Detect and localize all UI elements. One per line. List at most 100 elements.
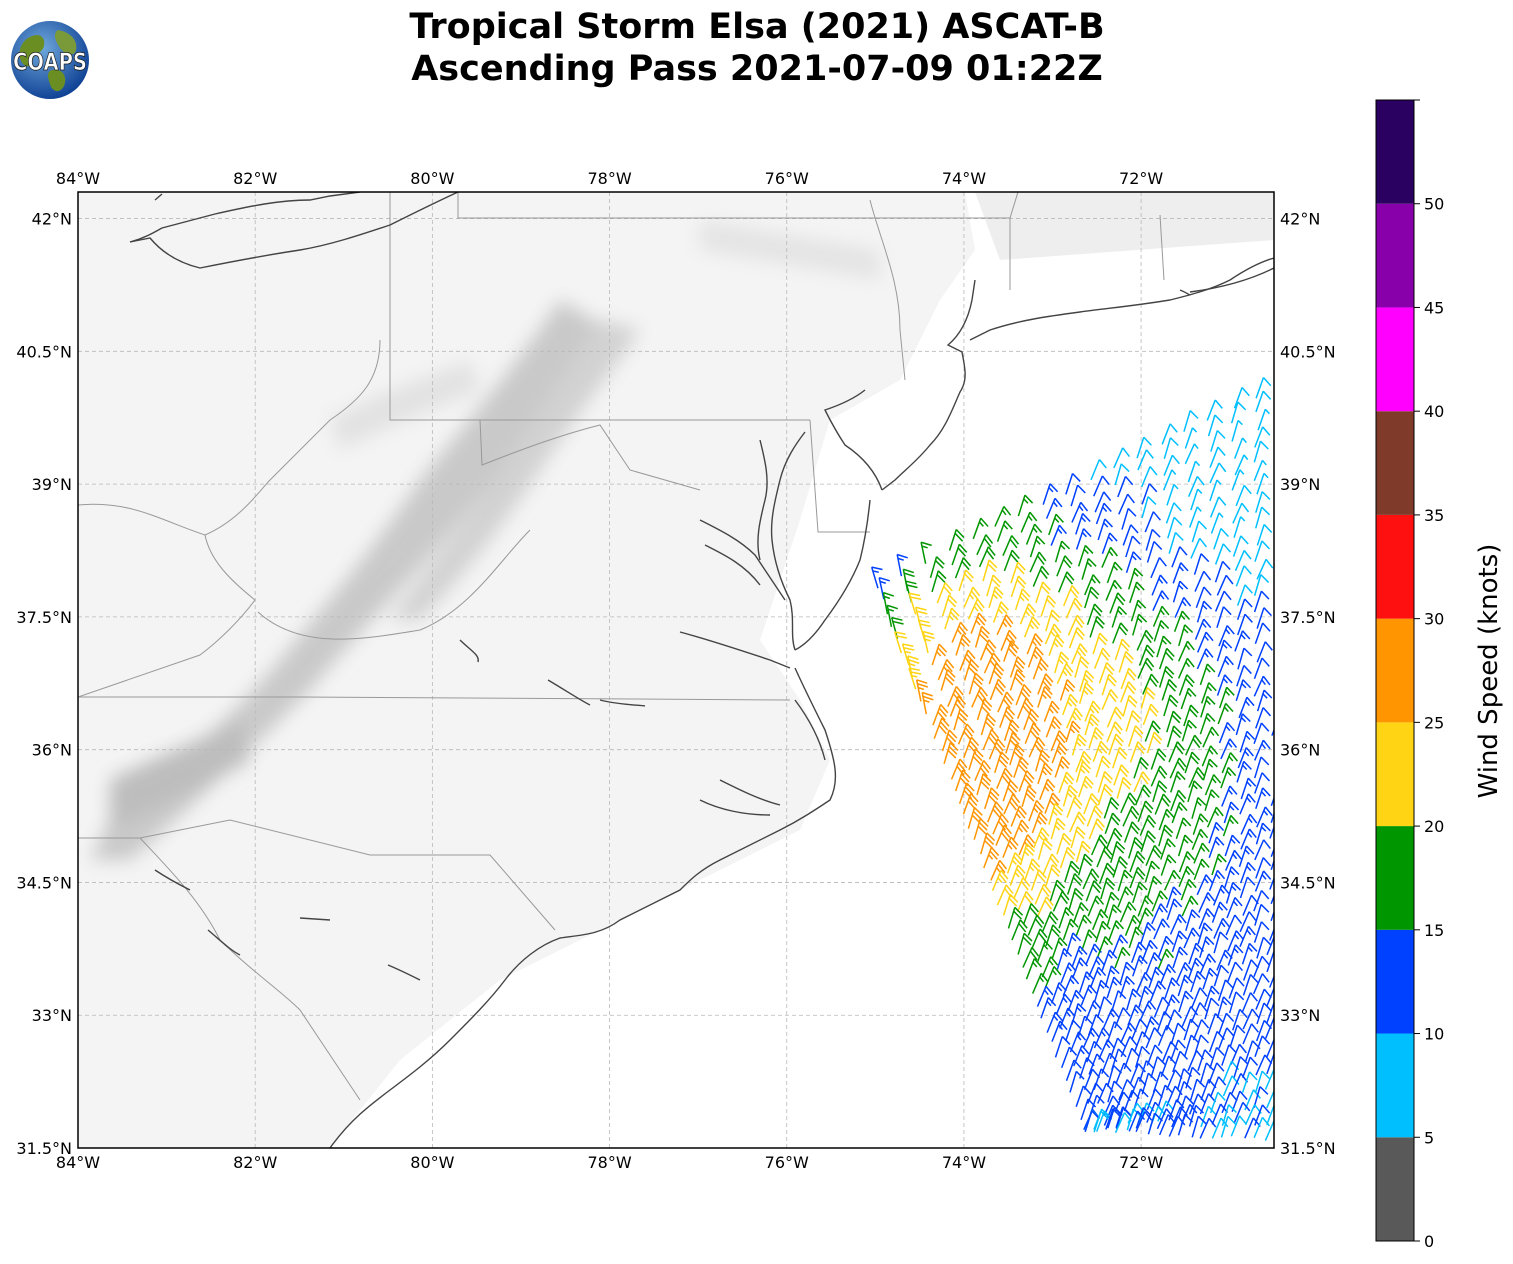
wind-barb: [1241, 1071, 1258, 1093]
wind-barb: [994, 751, 1010, 774]
wind-barb: [1220, 766, 1237, 789]
wind-barb: [1184, 751, 1201, 774]
wind-barb: [1177, 834, 1194, 857]
colorbar-bin: [1376, 203, 1414, 308]
wind-barb: [1030, 928, 1048, 950]
wind-barb: [1187, 780, 1203, 803]
wind-barb: [1253, 574, 1270, 596]
wind-barb: [1118, 1079, 1135, 1101]
wind-barb: [1256, 607, 1273, 629]
wind-barb: [1107, 920, 1125, 942]
wind-barb: [1180, 878, 1197, 901]
wind-barb: [1151, 903, 1168, 925]
colorbar-bin: [1376, 1033, 1414, 1138]
wind-barb: [1111, 605, 1128, 628]
wind-barb: [1071, 945, 1088, 968]
wind-barb: [1048, 802, 1064, 825]
wind-barb: [1118, 493, 1135, 515]
wind-barb: [1002, 535, 1020, 557]
wind-barb: [1168, 531, 1184, 554]
wind-barb: [1255, 390, 1272, 413]
wind-barb: [1125, 551, 1142, 573]
wind-barb: [1233, 387, 1250, 409]
wind-barb: [1168, 1115, 1186, 1137]
wind-barb: [963, 658, 980, 681]
wind-barb: [982, 559, 998, 582]
wind-barb: [1216, 639, 1233, 662]
wind-barb: [1239, 925, 1256, 947]
wind-barb: [957, 723, 975, 745]
wind-barb: [1122, 805, 1140, 827]
wind-barb: [1022, 903, 1040, 925]
wind-barb: [1233, 437, 1247, 459]
wind-barb: [1065, 720, 1081, 743]
wind-barb: [1084, 586, 1100, 609]
wind-barb: [1105, 1108, 1121, 1130]
wind-barb: [1196, 600, 1213, 623]
wind-barb: [1141, 466, 1158, 488]
wind-barb: [1196, 874, 1214, 896]
wind-barb: [1264, 1017, 1274, 1039]
wind-barb: [1270, 858, 1274, 871]
wind-barb: [1095, 920, 1111, 943]
lat-tick-label: 40.5°N: [16, 342, 72, 361]
wind-barb: [1104, 812, 1121, 835]
lat-tick-label: 34.5°N: [1280, 873, 1336, 892]
wind-barb: [1019, 603, 1037, 625]
title-line-1: Tropical Storm Elsa (2021) ASCAT-B: [409, 7, 1105, 47]
wind-barb: [1253, 590, 1270, 613]
wind-barb: [1016, 697, 1034, 719]
lon-tick-label: 80°W: [410, 1153, 454, 1172]
wind-barb: [1271, 728, 1274, 736]
wind-barb: [1097, 770, 1113, 793]
wind-barb: [1017, 494, 1034, 517]
wind-barb: [1266, 1104, 1274, 1126]
wind-barb: [1006, 852, 1023, 874]
wind-barb: [1090, 459, 1107, 481]
wind-barb: [1116, 776, 1132, 799]
wind-barb: [1087, 895, 1105, 917]
wind-barb: [1237, 613, 1253, 636]
wind-barb: [1122, 524, 1139, 546]
wind-barb: [1029, 535, 1046, 558]
wind-barb: [1113, 764, 1130, 786]
wind-barb: [1075, 512, 1091, 535]
lon-ticks-bottom: 84°W 82°W 80°W 78°W 76°W 74°W 72°W: [56, 1153, 1163, 1172]
wind-barb: [1256, 523, 1273, 546]
wind-barb: [973, 818, 989, 840]
wind-barb: [1051, 742, 1068, 764]
wind-barb: [878, 576, 890, 600]
wind-barb: [1255, 822, 1271, 845]
wind-barb: [1027, 646, 1044, 668]
wind-barb: [1090, 834, 1108, 856]
wind-barb: [1270, 847, 1274, 858]
wind-barb: [1192, 813, 1209, 835]
wind-barb: [1150, 748, 1167, 770]
colorbar: 0 5 10 15 20 25 30 35 40 45 50: [1375, 99, 1444, 1251]
wind-barb: [1216, 996, 1232, 1019]
wind-barb: [1197, 1049, 1213, 1071]
wind-barb: [1253, 440, 1269, 463]
wind-barb: [1065, 1059, 1082, 1081]
wind-barb: [1187, 460, 1201, 483]
wind-barb: [1171, 546, 1188, 568]
wind-barb: [1172, 580, 1189, 603]
wind-barb: [1133, 771, 1151, 793]
wind-barb: [1229, 1024, 1246, 1047]
wind-barb: [1184, 427, 1198, 449]
wind-barb: [974, 759, 992, 781]
wind-barb: [1232, 502, 1250, 524]
wind-barb: [1255, 377, 1272, 399]
wind-barb: [1014, 588, 1031, 611]
wind-barb: [1151, 890, 1169, 912]
wind-barb: [1134, 784, 1152, 806]
wind-barb: [1072, 902, 1089, 924]
wind-barb: [1154, 793, 1171, 815]
wind-barb: [1199, 663, 1216, 686]
wind-barb: [1040, 594, 1057, 617]
wind-barb: [1146, 731, 1163, 754]
wind-barb: [1237, 647, 1253, 670]
wind-barb: [1234, 550, 1252, 571]
wind-barb: [1058, 571, 1075, 593]
wind-barb: [1121, 507, 1137, 530]
